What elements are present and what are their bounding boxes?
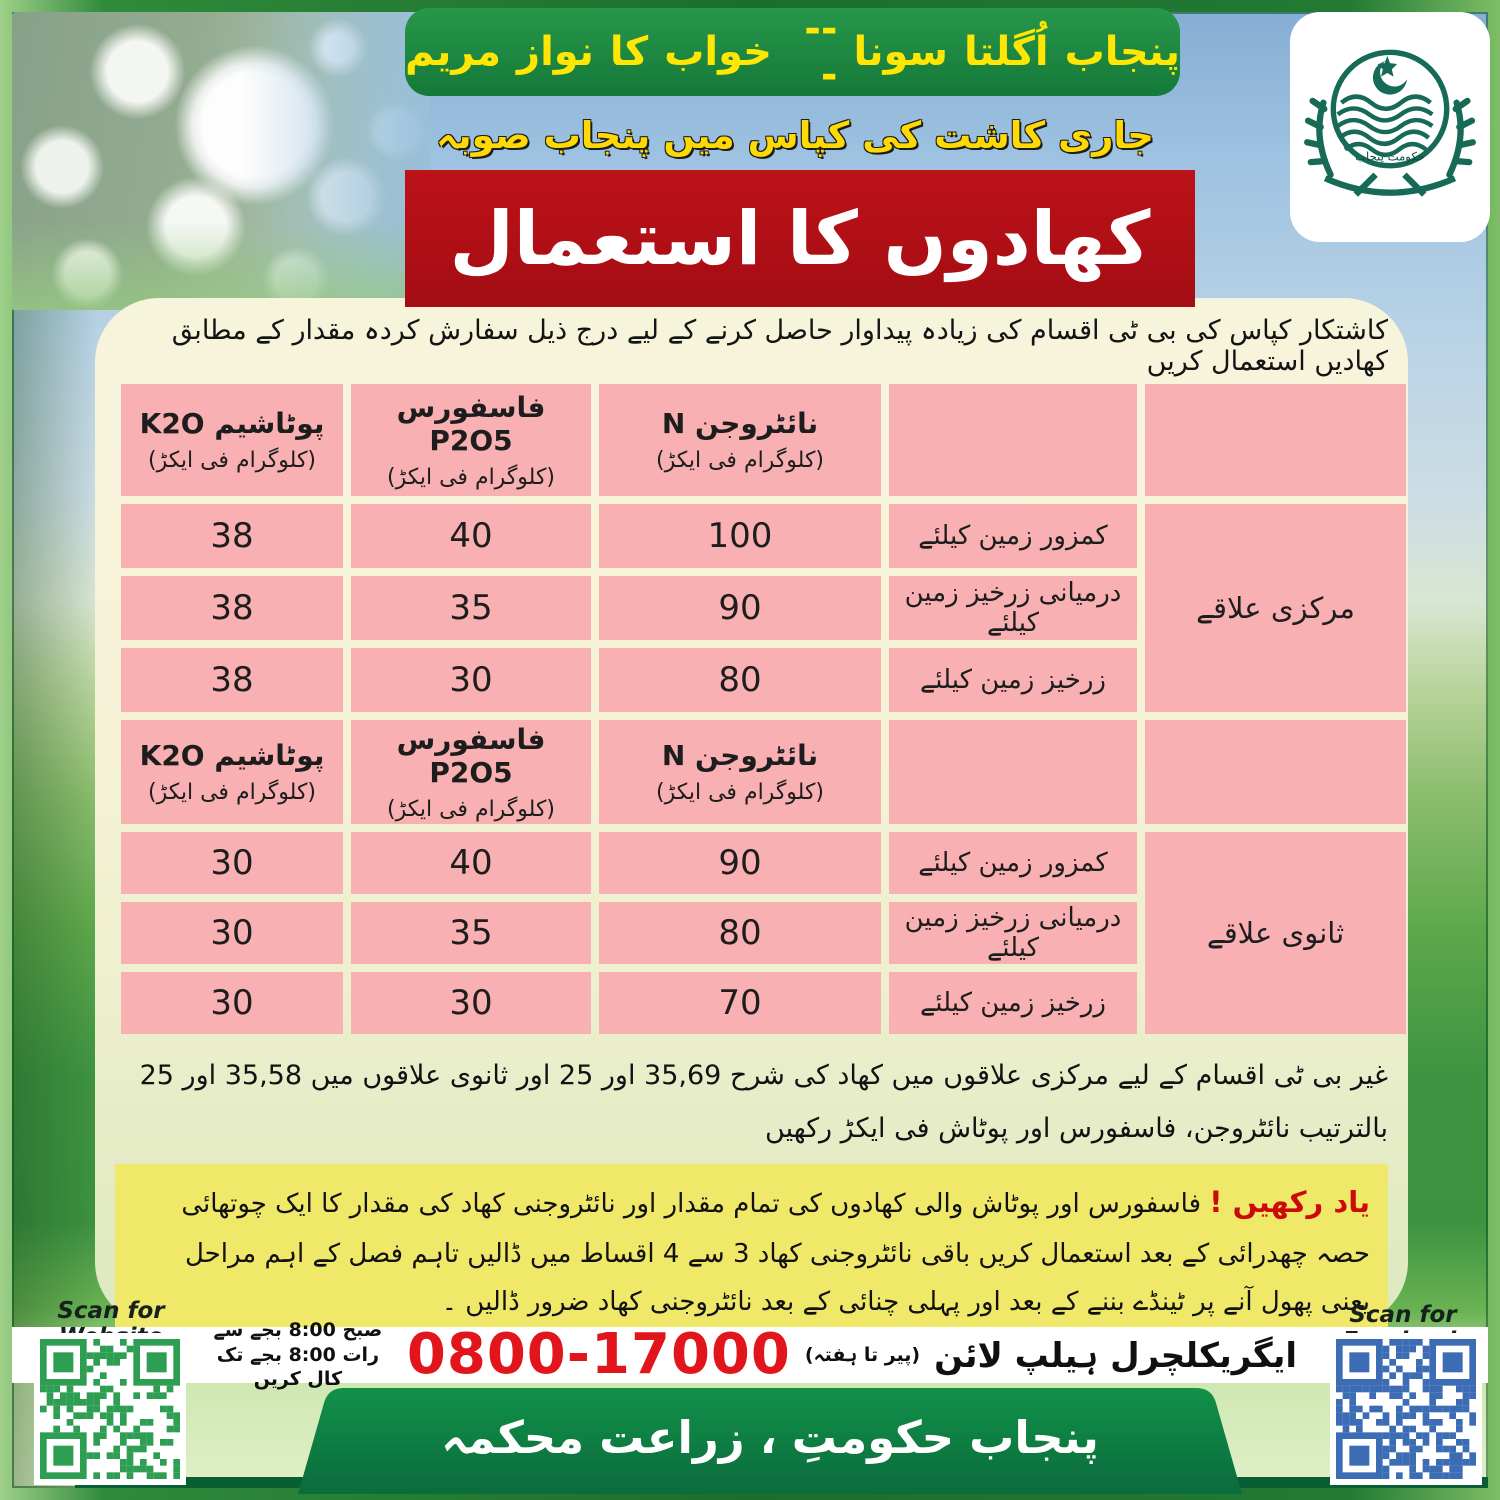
cell-soil-label: کمزور زمین کیلئے [889, 504, 1137, 568]
helpline-label: ایگریکلچرل ہیلپ لائن [934, 1335, 1298, 1376]
title-banner: کھادوں کا استعمال [405, 170, 1195, 307]
punjab-government-emblem: حکومت پنجاب [1304, 49, 1476, 197]
warning-text: فاسفورس اور پوٹاش والی کھادوں کی تمام مق… [181, 1189, 1370, 1317]
intro-text: کاشتکار کپاس کی بی ٹی اقسام کی زیادہ پید… [171, 315, 1388, 377]
warning-box: یاد رکھیں ! فاسفورس اور پوٹاش والی کھادو… [115, 1164, 1388, 1338]
cell-soil-label: زرخیز زمین کیلئے [889, 972, 1137, 1034]
helpline-days: (پیر تا ہفتہ) [804, 1344, 921, 1366]
emblem-text: حکومت پنجاب [1355, 149, 1425, 164]
content-panel: کاشتکار کپاس کی بی ٹی اقسام کی زیادہ پید… [95, 298, 1408, 1338]
cell-n: 90 [599, 832, 881, 894]
left-foliage-shade [12, 300, 98, 1488]
ribbon-icon [1323, 172, 1457, 197]
cell-n: 100 [599, 504, 881, 568]
logo-card: حکومت پنجاب [1290, 12, 1490, 242]
qr-website-code [40, 1339, 180, 1479]
header-soil-empty [889, 384, 1137, 496]
cell-p2o5: 35 [351, 576, 591, 640]
region-label-central: مرکزی علاقے [1145, 504, 1406, 712]
header-p2o5: فاسفورس P2O5 (کلوگرام فی ایکڑ) [351, 384, 591, 496]
wheat-icon [1304, 97, 1476, 178]
cell-k2o: 38 [121, 504, 343, 568]
subtitle-text: صوبہ پنجاب میں کپاس کی کاشت جاری [436, 113, 1154, 157]
header-soil-empty [889, 720, 1137, 824]
header-region-empty [1145, 720, 1406, 824]
qr-website-card [34, 1333, 186, 1485]
crescent-star-icon [1372, 55, 1409, 95]
footer-text: محکمہ زراعت ، حکومتِ پنجاب [441, 1410, 1099, 1464]
header-region-empty [1145, 384, 1406, 496]
cell-p2o5: 40 [351, 832, 591, 894]
cell-soil-label: درمیانی زرخیز زمین کیلئے [889, 902, 1137, 964]
cell-n: 70 [599, 972, 881, 1034]
cell-n: 90 [599, 576, 881, 640]
cell-p2o5: 40 [351, 504, 591, 568]
header-n: نائٹروجن N (کلوگرام فی ایکڑ) [599, 384, 881, 496]
note-text: غیر بی ٹی اقسام کے لیے مرکزی علاقوں میں … [139, 1060, 1388, 1144]
cell-k2o: 30 [121, 972, 343, 1034]
cell-p2o5: 35 [351, 902, 591, 964]
cell-p2o5: 30 [351, 648, 591, 712]
header-p2o5: فاسفورس P2O5 (کلوگرام فی ایکڑ) [351, 720, 591, 824]
river-waves-icon [1336, 94, 1434, 158]
cell-soil-label: کمزور زمین کیلئے [889, 832, 1137, 894]
qr-facebook-code [1336, 1339, 1476, 1479]
headline-banner: مریم نواز کا خواب --- سونا اُگلتا پنجاب [405, 6, 1180, 98]
cell-n: 80 [599, 902, 881, 964]
helpline-hours: صبح 8:00 بجے سے رات 8:00 بجے تک کال کریں [213, 1318, 383, 1391]
footer-trapezoid-shape [298, 1388, 1242, 1494]
helpline-bar: ایگریکلچرل ہیلپ لائن (پیر تا ہفتہ) 0800-… [12, 1319, 1488, 1390]
title-text: کھادوں کا استعمال [449, 195, 1151, 282]
warning-label: یاد رکھیں ! [1209, 1185, 1370, 1219]
fertilizer-table: مرکزی علاقے ثانوی علاقے پوٹاشیم K2O (کلوگ… [121, 384, 1406, 1034]
header-n: نائٹروجن N (کلوگرام فی ایکڑ) [599, 720, 881, 824]
cell-k2o: 30 [121, 902, 343, 964]
cotton-field-photo [12, 12, 430, 310]
cell-p2o5: 30 [351, 972, 591, 1034]
cell-soil-label: درمیانی زرخیز زمین کیلئے [889, 576, 1137, 640]
header-k2o: پوٹاشیم K2O (کلوگرام فی ایکڑ) [121, 720, 343, 824]
cell-k2o: 30 [121, 832, 343, 894]
footer-banner: محکمہ زراعت ، حکومتِ پنجاب [270, 1386, 1270, 1494]
cell-k2o: 38 [121, 576, 343, 640]
cell-n: 80 [599, 648, 881, 712]
header-k2o: پوٹاشیم K2O (کلوگرام فی ایکڑ) [121, 384, 343, 496]
cell-k2o: 38 [121, 648, 343, 712]
qr-facebook-card [1330, 1333, 1482, 1485]
region-label-secondary: ثانوی علاقے [1145, 832, 1406, 1034]
helpline-phone: 0800-17000 [406, 1322, 791, 1387]
cell-soil-label: زرخیز زمین کیلئے [889, 648, 1137, 712]
